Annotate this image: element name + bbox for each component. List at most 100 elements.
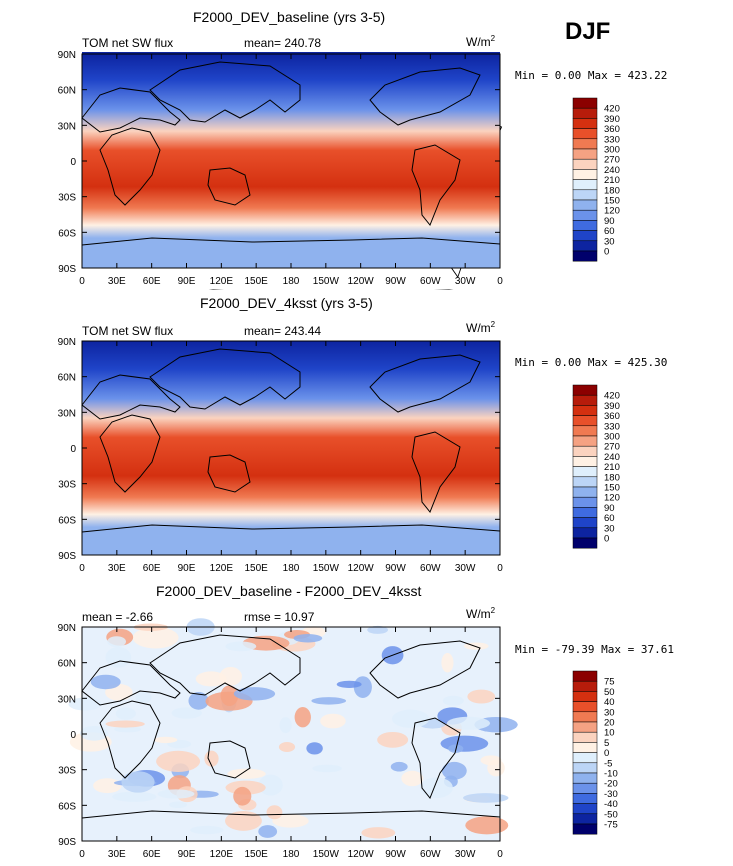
colorbar-swatch (572, 138, 598, 150)
colorbar-swatch (572, 199, 598, 211)
colorbar-swatch (572, 731, 598, 743)
colorbar-swatch (572, 250, 598, 262)
diff-blob (272, 814, 309, 828)
diff-blob (420, 777, 453, 799)
colorbar-label: 270 (604, 155, 620, 166)
lon-tick-label: 180 (283, 563, 300, 574)
diff-blob (306, 742, 323, 755)
colorbar-label: 120 (604, 206, 620, 217)
lon-tick-label: 30E (108, 563, 126, 574)
panel2-units: W/m2 (466, 320, 496, 335)
lon-tick-label: 120W (348, 276, 375, 287)
lat-tick-label: 60N (58, 86, 76, 97)
diff-blob (377, 731, 409, 748)
colorbar-label: 0 (604, 534, 609, 545)
colorbar-label: 180 (604, 472, 620, 483)
colorbar-swatch (572, 496, 598, 508)
lon-tick-label: 60E (143, 563, 161, 574)
colorbar-swatch (572, 793, 598, 804)
panel1-variable-label: TOM net SW flux (82, 36, 174, 50)
diff-blob (258, 774, 283, 796)
lon-tick-label: 0 (497, 849, 503, 860)
colorbar-label: 30 (604, 236, 615, 247)
lat-tick-label: 90S (58, 264, 76, 275)
lat-tick-label: 60N (58, 659, 76, 670)
coastline (81, 237, 501, 246)
lon-tick-label: 150E (244, 849, 268, 860)
diff-blob (392, 709, 430, 728)
colorbar-swatch (572, 507, 598, 518)
panel1-mean-label: mean= 240.78 (244, 36, 322, 50)
colorbar-label: -30 (604, 789, 618, 800)
coastline (81, 810, 501, 819)
colorbar-swatch (572, 486, 598, 498)
coastline (207, 167, 251, 206)
lon-tick-label: 150W (313, 849, 340, 860)
colorbar-label: 420 (604, 391, 620, 402)
diff-blob (188, 691, 209, 710)
colorbar-label: 240 (604, 165, 620, 176)
season-label: DJF (565, 18, 611, 45)
colorbar-swatch (572, 527, 598, 539)
colorbar-label: -50 (604, 809, 618, 820)
colorbar-label: 360 (604, 411, 620, 422)
lon-tick-label: 180 (283, 849, 300, 860)
diff-blob (266, 805, 283, 820)
coastline (81, 660, 181, 706)
lat-tick-label: 60S (58, 801, 76, 812)
diff-blob (312, 764, 342, 773)
lon-tick-label: 120E (210, 849, 234, 860)
colorbar-label: 30 (604, 707, 615, 718)
lon-tick-label: 150E (244, 276, 268, 287)
colorbar-label: -5 (604, 758, 612, 769)
coastline (99, 127, 161, 206)
diff-blob (311, 697, 347, 705)
colorbar-swatch (572, 721, 598, 733)
diff-blob (233, 687, 276, 701)
panel2-minmax: Min = 0.00 Max = 425.30 (515, 356, 668, 369)
diff-blob (121, 771, 155, 793)
colorbar-label: 60 (604, 513, 615, 524)
colorbar-label: 300 (604, 145, 620, 156)
lat-tick-label: 60S (58, 515, 76, 526)
colorbar-swatch (572, 230, 598, 242)
lon-tick-label: 120W (348, 849, 375, 860)
diff-blob (440, 735, 489, 752)
colorbar-label: 180 (604, 185, 620, 196)
diff-blob (107, 636, 126, 648)
coastline (99, 700, 161, 779)
colorbar-label: 10 (604, 728, 615, 739)
diff-blob (293, 634, 323, 643)
colorbar-label: 150 (604, 483, 620, 494)
colorbar-swatch (572, 384, 598, 396)
colorbar-label: 420 (604, 104, 620, 115)
colorbar-label: 30 (604, 523, 615, 534)
panel3-minmax: Min = -79.39 Max = 37.61 (515, 643, 674, 656)
diff-blob (112, 791, 157, 802)
coastline (149, 61, 301, 123)
diff-blob (204, 750, 219, 767)
panel2-coastlines (81, 348, 501, 533)
colorbar-swatch (572, 466, 598, 478)
lat-tick-label: 30S (58, 193, 76, 204)
lat-tick-label: 60S (58, 228, 76, 239)
diff-blob (132, 626, 179, 649)
diff-blob (90, 674, 121, 690)
colorbar-label: 90 (604, 216, 615, 227)
lon-tick-label: 60W (420, 849, 441, 860)
diff-blob (135, 691, 152, 704)
lon-tick-label: 90W (385, 276, 406, 287)
diff-blob (441, 653, 454, 673)
colorbar-label: 75 (604, 677, 615, 688)
lat-tick-label: 30N (58, 408, 76, 419)
colorbar-swatch (572, 128, 598, 140)
lon-tick-label: 90E (178, 276, 196, 287)
lat-tick-label: 90S (58, 837, 76, 848)
panel3-mean-label: mean = -2.66 (82, 610, 154, 624)
diff-blob (442, 695, 464, 706)
colorbar-swatch (572, 823, 598, 835)
colorbar-swatch (572, 476, 598, 488)
